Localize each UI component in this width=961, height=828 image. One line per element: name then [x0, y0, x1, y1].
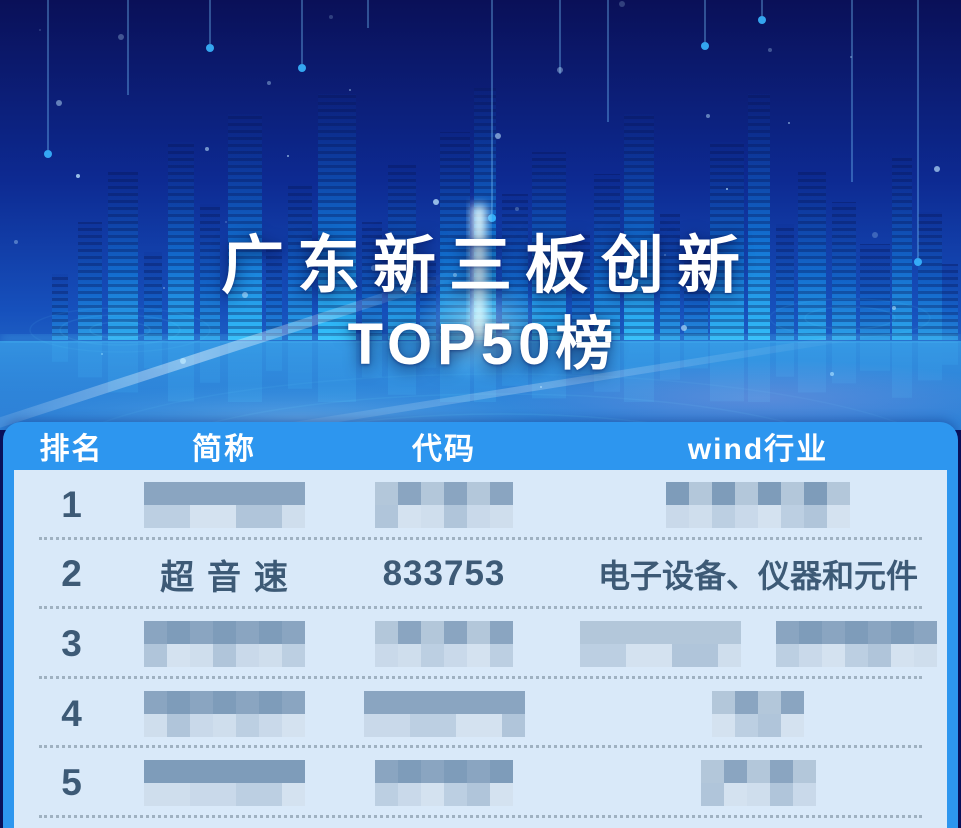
name-cell: [129, 748, 319, 818]
code-cell: [319, 470, 569, 540]
code-value: 833753: [382, 554, 506, 594]
table-row: 4: [14, 679, 947, 749]
industry-cell: [569, 679, 947, 749]
code-cell: [319, 748, 569, 818]
rank-value: 1: [61, 483, 82, 525]
redacted-pixelated-block: [143, 690, 305, 737]
name-value: 超音速: [160, 558, 301, 597]
rank-cell: 5: [14, 748, 129, 818]
ranking-table: 排名 简称 代码 wind行业 1 2 超音速 833753 电子设备、仪器和元件 3 4 5: [3, 422, 958, 828]
rank-value: 5: [61, 762, 82, 804]
code-cell: [319, 609, 569, 679]
redacted-pixelated-block: [712, 690, 804, 737]
rank-cell: 2: [14, 540, 129, 610]
redacted-pixelated-block: [143, 760, 305, 807]
column-header-name: 简称: [192, 433, 256, 466]
column-header-code: 代码: [412, 433, 476, 466]
column-header-rank: 排名: [39, 433, 104, 466]
cityscape-background: [0, 0, 961, 430]
redacted-pixelated-block: [666, 481, 850, 528]
industry-cell: 电子设备、仪器和元件: [569, 540, 947, 610]
industry-cell: [569, 470, 947, 540]
redacted-pixelated-block: [579, 620, 741, 667]
redacted-pixelated-block: [375, 481, 513, 528]
redacted-pixelated-block: [700, 760, 816, 807]
table-row: 3: [14, 609, 947, 679]
table-row: 1: [14, 470, 947, 540]
table-row: 2 超音速 833753 电子设备、仪器和元件: [14, 540, 947, 610]
name-cell: 超音速: [129, 540, 319, 610]
table-header: 排名 简称 代码 wind行业: [3, 422, 958, 470]
redacted-pixelated-block: [363, 690, 525, 737]
redacted-pixelated-block: [143, 620, 305, 667]
column-header-industry: wind行业: [687, 433, 829, 466]
table-row: 5: [14, 748, 947, 818]
industry-cell: [569, 609, 947, 679]
industry-cell: [569, 748, 947, 818]
rank-value: 2: [61, 553, 82, 595]
redacted-pixelated-block: [775, 620, 937, 667]
rank-value: 3: [61, 622, 82, 664]
rank-cell: 1: [14, 470, 129, 540]
rank-cell: 3: [14, 609, 129, 679]
code-cell: [319, 679, 569, 749]
redacted-pixelated-block: [375, 620, 513, 667]
rank-value: 4: [61, 692, 82, 734]
rank-cell: 4: [14, 679, 129, 749]
table-rows: 1 2 超音速 833753 电子设备、仪器和元件 3 4 5: [14, 470, 947, 818]
code-cell: 833753: [319, 540, 569, 610]
page-title: 广东新三板创新 TOP50榜: [0, 222, 961, 380]
name-cell: [129, 609, 319, 679]
page-title-line1: 广东新三板创新: [221, 231, 753, 301]
redacted-pixelated-block: [143, 481, 305, 528]
name-cell: [129, 470, 319, 540]
page-title-line2: TOP50榜: [347, 312, 619, 377]
name-cell: [129, 679, 319, 749]
redacted-pixelated-block: [375, 760, 513, 807]
industry-value: 电子设备、仪器和元件: [597, 558, 918, 595]
table-body: 1 2 超音速 833753 电子设备、仪器和元件 3 4 5: [14, 470, 947, 828]
